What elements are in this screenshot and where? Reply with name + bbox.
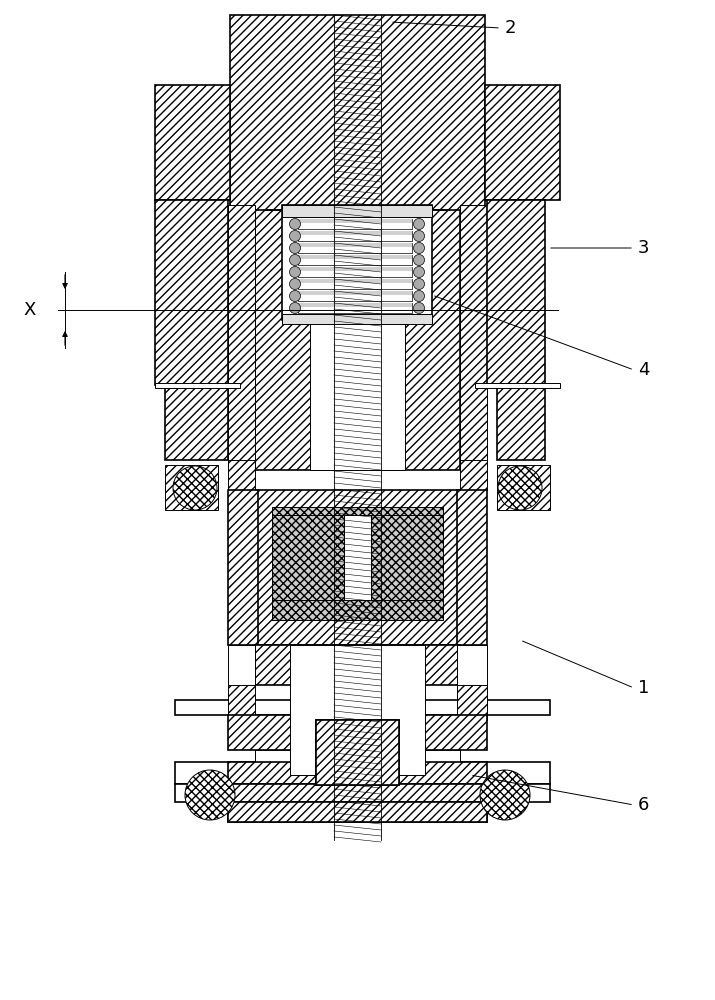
Bar — [298, 303, 412, 307]
Bar — [155, 200, 228, 385]
Bar — [475, 383, 560, 388]
Bar — [298, 255, 412, 265]
Bar — [298, 279, 412, 283]
Bar — [310, 205, 405, 470]
Circle shape — [480, 770, 530, 820]
Bar — [497, 385, 545, 460]
Bar — [497, 465, 550, 510]
Circle shape — [413, 302, 425, 314]
Bar — [255, 645, 460, 685]
Circle shape — [498, 466, 542, 510]
Bar — [298, 291, 412, 295]
Bar — [298, 219, 412, 229]
Circle shape — [413, 242, 425, 253]
Bar — [272, 510, 344, 620]
Bar — [165, 465, 218, 510]
Bar — [255, 750, 460, 762]
Text: X: X — [24, 301, 36, 319]
Bar — [272, 600, 443, 620]
Bar — [228, 645, 255, 685]
Bar — [228, 460, 255, 490]
Circle shape — [290, 266, 300, 277]
Circle shape — [290, 278, 300, 290]
Bar — [228, 784, 487, 802]
Circle shape — [173, 466, 217, 510]
Bar — [457, 685, 487, 720]
Circle shape — [290, 302, 300, 314]
Bar — [298, 303, 412, 313]
Bar — [487, 200, 545, 385]
Bar — [228, 762, 487, 784]
Text: 6: 6 — [638, 796, 649, 814]
Bar — [155, 383, 240, 388]
Bar — [282, 205, 432, 320]
Bar — [344, 515, 371, 600]
Bar — [457, 645, 487, 685]
Bar — [298, 231, 412, 241]
Text: 1: 1 — [638, 679, 649, 697]
Circle shape — [185, 770, 235, 820]
Bar — [228, 715, 487, 750]
Bar — [298, 279, 412, 289]
Circle shape — [290, 242, 300, 253]
Circle shape — [413, 231, 425, 241]
Bar — [298, 243, 412, 253]
Bar — [255, 490, 460, 645]
Circle shape — [413, 290, 425, 302]
Bar — [175, 784, 550, 802]
Bar — [165, 385, 228, 460]
Bar — [155, 85, 230, 200]
Bar — [228, 205, 255, 465]
Bar — [228, 802, 487, 822]
Bar — [371, 510, 443, 620]
Bar — [228, 490, 258, 645]
Bar — [282, 314, 432, 324]
Circle shape — [290, 254, 300, 265]
Bar — [228, 685, 255, 720]
Bar — [316, 720, 399, 785]
Bar — [228, 802, 487, 822]
Bar — [298, 291, 412, 301]
Bar — [460, 205, 487, 465]
Bar — [290, 645, 425, 775]
Bar — [175, 762, 550, 784]
Bar — [298, 243, 412, 247]
Text: 2: 2 — [505, 19, 516, 37]
Bar — [298, 219, 412, 223]
Bar — [175, 700, 550, 715]
Bar — [272, 507, 443, 515]
Bar — [255, 205, 460, 470]
Bar — [298, 231, 412, 235]
Bar — [460, 460, 487, 490]
Circle shape — [413, 254, 425, 265]
Circle shape — [413, 278, 425, 290]
Circle shape — [290, 219, 300, 230]
Bar — [457, 490, 487, 645]
Text: 3: 3 — [638, 239, 649, 257]
Bar — [316, 720, 399, 785]
Text: 4: 4 — [638, 361, 649, 379]
Bar — [230, 15, 485, 210]
Circle shape — [290, 290, 300, 302]
Circle shape — [413, 266, 425, 277]
Bar — [298, 267, 412, 271]
Bar — [298, 267, 412, 277]
Circle shape — [413, 219, 425, 230]
Bar — [298, 255, 412, 259]
Circle shape — [290, 231, 300, 241]
Bar — [485, 85, 560, 200]
Bar — [282, 205, 432, 217]
